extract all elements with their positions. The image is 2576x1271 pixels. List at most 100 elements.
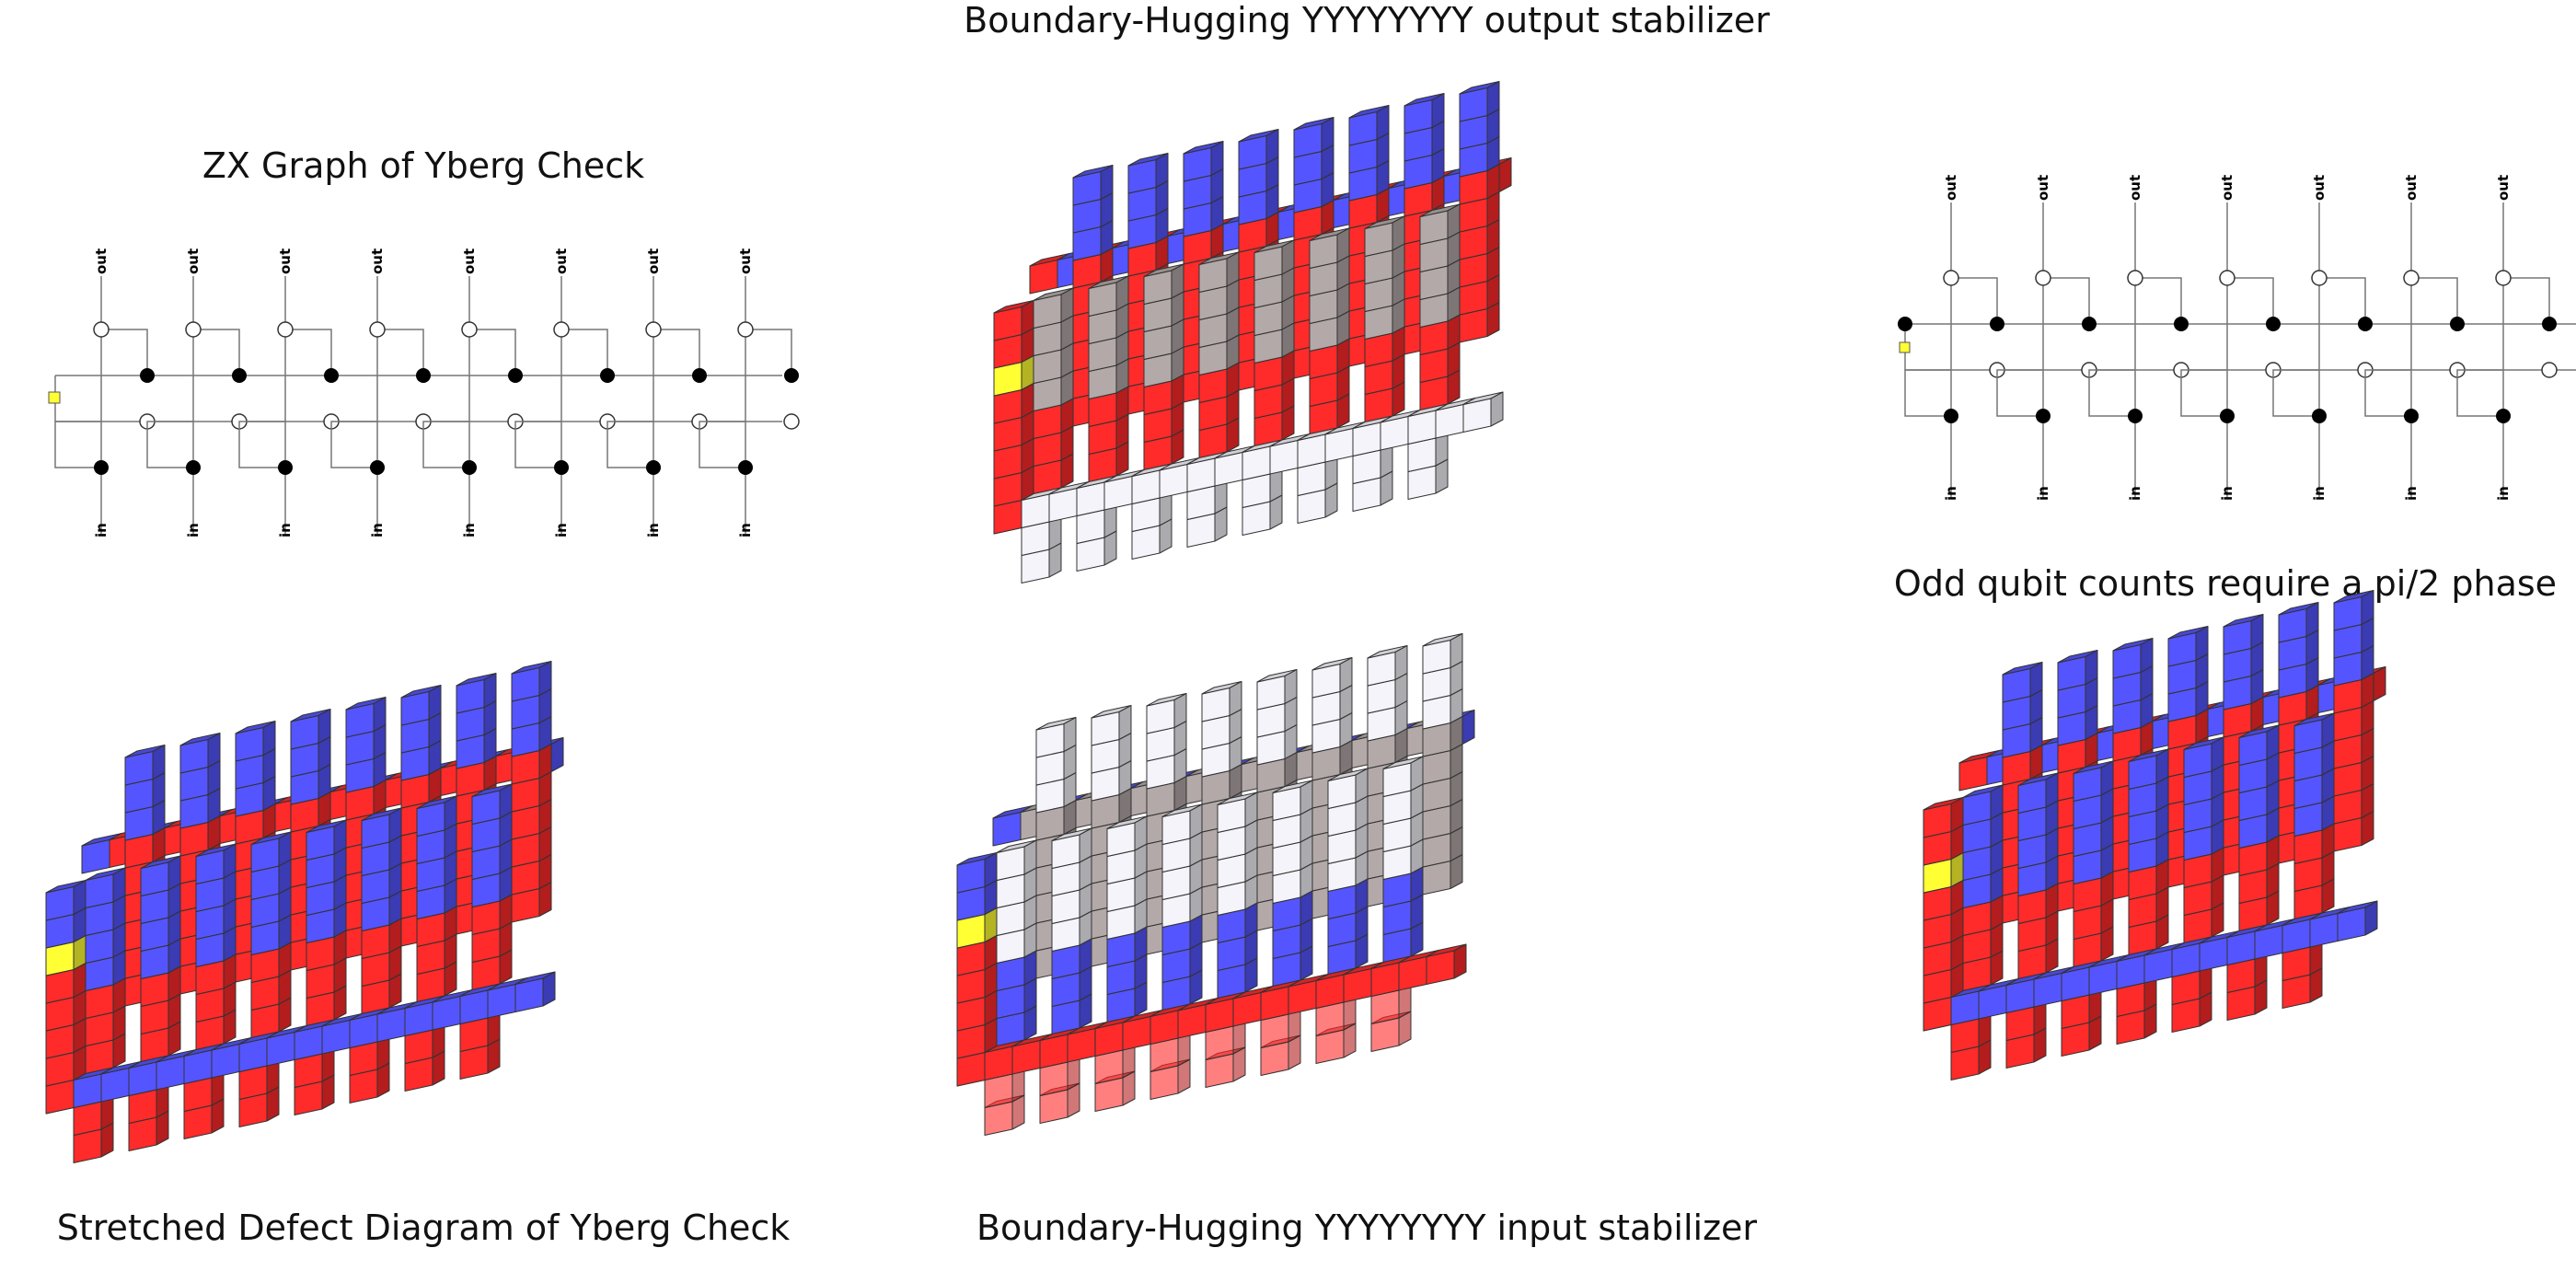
x-spider [2495, 270, 2512, 286]
x-spider [737, 321, 754, 338]
in-label: in [2495, 486, 2512, 501]
block-face [2373, 666, 2386, 701]
z-spider [646, 460, 661, 475]
zx-wire [2503, 277, 2550, 324]
block-face [2266, 724, 2280, 760]
z-spider [2128, 409, 2143, 423]
zx-wire [1996, 369, 2043, 417]
block-face [2211, 736, 2224, 772]
z-spider [2404, 409, 2419, 423]
out-label: out [2035, 175, 2051, 201]
block-face [167, 855, 181, 891]
z-spider [462, 460, 477, 475]
odd-qubit-title: Odd qubit counts require a pi/2 phase [1893, 563, 2558, 604]
block-face [550, 737, 564, 772]
zx-wire [2227, 277, 2274, 324]
x-spider [2035, 270, 2051, 286]
block-face [1284, 669, 1298, 704]
block-face [2250, 614, 2264, 649]
z-spider [2082, 317, 2097, 331]
out-label: out [461, 248, 478, 274]
block-face [538, 661, 552, 696]
z-spider [370, 460, 385, 475]
in-label: in [185, 523, 202, 537]
zx-wire [514, 421, 561, 468]
in-label: in [2403, 486, 2420, 501]
block-face [388, 807, 402, 843]
block-face [1461, 710, 1475, 745]
zx-wire [653, 329, 700, 376]
zx-wire [377, 329, 424, 376]
zx-wire [2043, 277, 2090, 324]
zx-wire [1904, 369, 1951, 417]
block-face [2321, 712, 2335, 748]
x-spider [553, 321, 570, 338]
block-face [428, 685, 442, 720]
odd-qubit-diagram [1923, 590, 2386, 1080]
zx-graph: out in out in out in out in out in out in out in out in [48, 248, 800, 537]
block-face [1355, 768, 1369, 803]
block-face [1990, 784, 2004, 820]
zx-wire [1951, 277, 1998, 324]
zx-wire [561, 329, 608, 376]
zx-wire [330, 421, 377, 468]
z-spider [2450, 317, 2465, 331]
out-label: out [2219, 175, 2235, 201]
in-label: in [277, 523, 294, 537]
block-face [1453, 943, 1467, 979]
zx-wire [2272, 369, 2319, 417]
block-face [1115, 275, 1129, 311]
block-face [73, 880, 87, 915]
block-face [1336, 227, 1350, 263]
block-face [1189, 803, 1203, 839]
x-spider [185, 321, 202, 338]
zx-wire [2180, 369, 2227, 417]
block-face [2140, 638, 2154, 673]
block-face [1063, 717, 1077, 752]
block-face [1498, 157, 1512, 192]
zx-wire [2456, 369, 2503, 417]
block-face [1321, 117, 1334, 152]
block-face [1155, 153, 1169, 188]
block-face [2364, 900, 2378, 936]
zx-wire [238, 421, 285, 468]
in-label: in [737, 523, 754, 537]
z-spider [94, 460, 109, 475]
x-spider [2403, 270, 2420, 286]
block-face [207, 733, 221, 768]
block-face [1210, 141, 1224, 176]
block-face [1950, 797, 1964, 832]
block-face [1410, 756, 1424, 791]
zx-wire [699, 421, 745, 468]
stretched-defect-title: Stretched Defect Diagram of Yberg Check [56, 1207, 791, 1248]
z-spider [508, 368, 523, 383]
z-spider [2036, 409, 2050, 423]
block-face [2155, 748, 2169, 784]
out-label: out [1943, 175, 1959, 201]
in-label: in [645, 523, 662, 537]
in-label: in [2127, 486, 2143, 501]
z-spider [738, 460, 753, 475]
block-face [1118, 705, 1132, 740]
zx-wire [2364, 369, 2411, 417]
block-face [1300, 780, 1313, 815]
zx-wire [422, 421, 469, 468]
block-face [2195, 626, 2209, 661]
z-spider [1990, 317, 2004, 331]
z-spider [2358, 317, 2373, 331]
out-label: out [2127, 175, 2143, 201]
block-face [1134, 815, 1148, 851]
z-spider [2496, 409, 2511, 423]
block-face [1060, 287, 1074, 323]
yellow-marker [48, 391, 61, 404]
block-face [1173, 693, 1187, 728]
out-label: out [645, 248, 662, 274]
block-face [1021, 300, 1034, 335]
z-spider [186, 460, 201, 475]
block-face [1450, 633, 1463, 668]
block-face [318, 709, 331, 744]
x-spider [1943, 270, 1959, 286]
zx-graph-title: ZX Graph of Yberg Check [202, 145, 645, 186]
zx-wire [2088, 369, 2135, 417]
out-label: out [2495, 175, 2512, 201]
